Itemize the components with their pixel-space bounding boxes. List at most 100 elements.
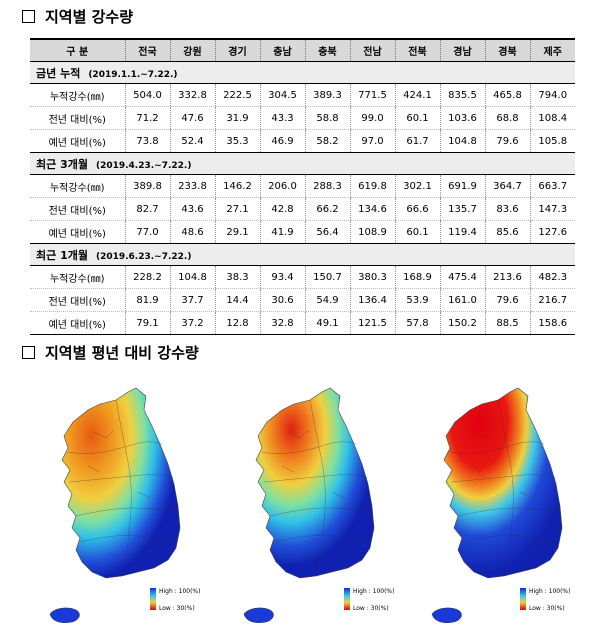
table-row: 누적강수(㎜) 228.2 104.8 38.3 93.4 150.7 380.3 168.9…: [30, 265, 575, 289]
row-label: 예년 대비(%): [30, 129, 125, 153]
table-cell: 104.8: [439, 129, 485, 153]
table-cell: 302.1: [394, 174, 440, 198]
legend-high-label: High : 100(%): [529, 588, 570, 595]
table-cell: 99.0: [349, 106, 395, 130]
table-cell: 42.8: [259, 197, 305, 221]
table-cell: 475.4: [439, 265, 485, 289]
table-cell: 105.8: [529, 129, 575, 153]
table-cell: 73.8: [124, 129, 170, 153]
table-cell: 88.5: [484, 311, 530, 335]
table-cell: 35.3: [214, 129, 260, 153]
table-row: 예년 대비(%) 73.8 52.4 35.3 46.9 58.2 97.0 61.7 104.…: [30, 129, 575, 153]
group-title-cell: 최근 1개월 (2019.6.23.~7.22.): [30, 243, 575, 266]
table-cell: 27.1: [214, 197, 260, 221]
table-cell: 77.0: [124, 220, 170, 244]
table-row: 누적강수(㎜) 504.0 332.8 222.5 304.5 389.3 771.5 424…: [30, 83, 575, 107]
table-cell: 482.3: [529, 265, 575, 289]
table-cell: 43.3: [259, 106, 305, 130]
table-cell: 504.0: [124, 83, 170, 107]
table-cell: 60.1: [394, 220, 440, 244]
header-region: 제주: [529, 38, 575, 62]
table-cell: 12.8: [214, 311, 260, 335]
group-title-cell: 금년 누적 (2019.1.1.~7.22.): [30, 61, 575, 84]
group-header-row: 최근 1개월 (2019.6.23.~7.22.): [30, 243, 575, 266]
table-cell: 104.8: [169, 265, 215, 289]
table-cell: 213.6: [484, 265, 530, 289]
header-region: 전북: [394, 38, 440, 62]
table-cell: 835.5: [439, 83, 485, 107]
table-cell: 37.7: [169, 288, 215, 312]
table-row: 누적강수(㎜) 389.8 233.8 146.2 206.0 288.3 619.8 302…: [30, 174, 575, 198]
table-cell: 14.4: [214, 288, 260, 312]
table-cell: 37.2: [169, 311, 215, 335]
table-cell: 58.2: [304, 129, 350, 153]
section-title-text: 지역별 평년 대비 강수량: [45, 344, 199, 362]
legend-high-label: High : 100(%): [159, 588, 200, 595]
table-row: 전년 대비(%) 81.9 37.7 14.4 30.6 54.9 136.4 53.9 161…: [30, 288, 575, 312]
table-cell: 389.3: [304, 83, 350, 107]
table-cell: 61.7: [394, 129, 440, 153]
row-label: 전년 대비(%): [30, 288, 125, 312]
table-cell: 288.3: [304, 174, 350, 198]
group-header-row: 최근 3개월 (2019.4.23.~7.22.): [30, 152, 575, 175]
map-recent-1-month: High : 100(%) Low : 30(%): [431, 387, 570, 624]
group-title: 최근 1개월: [36, 248, 88, 262]
table-cell: 43.6: [169, 197, 215, 221]
table-cell: 49.1: [304, 311, 350, 335]
table-cell: 57.8: [394, 311, 440, 335]
table-cell: 31.9: [214, 106, 260, 130]
table-cell: 97.0: [349, 129, 395, 153]
group-title-cell: 최근 3개월 (2019.4.23.~7.22.): [30, 152, 575, 175]
table-cell: 135.7: [439, 197, 485, 221]
table-cell: 332.8: [169, 83, 215, 107]
table-cell: 71.2: [124, 106, 170, 130]
row-label: 누적강수(㎜): [30, 174, 125, 198]
header-region: 강원: [169, 38, 215, 62]
header-region: 경북: [484, 38, 530, 62]
group-date-range: (2019.1.1.~7.22.): [88, 69, 178, 80]
row-label: 전년 대비(%): [30, 106, 125, 130]
table-cell: 150.2: [439, 311, 485, 335]
table-cell: 47.6: [169, 106, 215, 130]
row-label: 예년 대비(%): [30, 311, 125, 335]
table-cell: 121.5: [349, 311, 395, 335]
table-cell: 41.9: [259, 220, 305, 244]
header-category: 구 분: [30, 38, 125, 62]
table-cell: 103.6: [439, 106, 485, 130]
table-body: 금년 누적 (2019.1.1.~7.22.) 누적강수(㎜) 504.0 332.8 2…: [30, 61, 575, 335]
table-cell: 206.0: [259, 174, 305, 198]
table-cell: 32.8: [259, 311, 305, 335]
precipitation-table: 구 분 전국 강원 경기 충남 충북 전남 전북 경남 경북 제주 금년 누적 (2019.1.1.~…: [30, 38, 575, 335]
table-cell: 56.4: [304, 220, 350, 244]
section-title-text: 지역별 강수량: [45, 8, 134, 26]
table-cell: 53.9: [394, 288, 440, 312]
group-title: 금년 누적: [36, 66, 81, 80]
row-label: 전년 대비(%): [30, 197, 125, 221]
table-cell: 66.6: [394, 197, 440, 221]
table-cell: 46.9: [259, 129, 305, 153]
table-cell: 81.9: [124, 288, 170, 312]
table-cell: 29.1: [214, 220, 260, 244]
table-cell: 127.6: [529, 220, 575, 244]
map-annual-cumulative: High : 100(%) Low : 30(%): [49, 387, 200, 624]
group-header-row: 금년 누적 (2019.1.1.~7.22.): [30, 61, 575, 84]
header-region: 충북: [304, 38, 350, 62]
legend-low-label: Low : 30(%): [529, 605, 565, 612]
table-cell: 161.0: [439, 288, 485, 312]
table-cell: 158.6: [529, 311, 575, 335]
table-cell: 83.6: [484, 197, 530, 221]
table-cell: 30.6: [259, 288, 305, 312]
table-cell: 663.7: [529, 174, 575, 198]
header-region: 전남: [349, 38, 395, 62]
table-cell: 134.6: [349, 197, 395, 221]
precipitation-maps: High : 100(%) Low : 30(%) High : 100(%) …: [49, 387, 570, 624]
legend-low-label: Low : 30(%): [159, 605, 195, 612]
table-cell: 465.8: [484, 83, 530, 107]
table-header-row: 구 분 전국 강원 경기 충남 충북 전남 전북 경남 경북 제주: [30, 38, 575, 62]
group-date-range: (2019.6.23.~7.22.): [95, 251, 192, 262]
table-cell: 794.0: [529, 83, 575, 107]
row-label: 누적강수(㎜): [30, 83, 125, 107]
table-row: 예년 대비(%) 79.1 37.2 12.8 32.8 49.1 121.5 57.8 150…: [30, 311, 575, 335]
table-cell: 147.3: [529, 197, 575, 221]
table-cell: 691.9: [439, 174, 485, 198]
